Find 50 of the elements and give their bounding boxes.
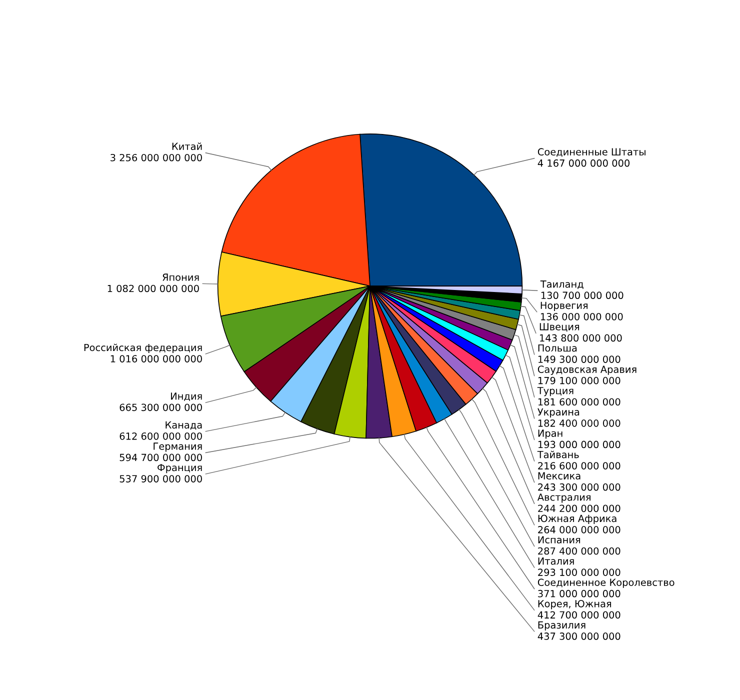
slice-label: Франция: [158, 464, 202, 474]
data-label: 293 100 000 000: [538, 568, 620, 576]
slice-label: Австралия: [537, 494, 590, 503]
data-label: 244 200 000 000: [538, 504, 620, 512]
data-label: 193 000 000 000: [538, 440, 620, 448]
data-label: 149 300 000 000: [538, 356, 620, 363]
data-label: 243 300 000 000: [538, 483, 620, 491]
slice-label: Таиланд: [540, 280, 584, 289]
slice-label: Китай: [172, 142, 202, 150]
slice-label: Корея, Южная: [538, 600, 612, 610]
slice-label: Бразилия: [538, 621, 586, 631]
slice-label: Российская федерация: [84, 344, 202, 354]
slice-label: Соединенные Штаты: [538, 148, 646, 157]
data-label: 182 400 000 000: [538, 420, 620, 427]
slice-label: Канада: [166, 421, 202, 430]
data-label: 264 000 000 000: [538, 526, 620, 534]
slice-label: Тайвань: [537, 450, 579, 458]
data-label: 143 800 000 000: [540, 334, 622, 342]
data-label: 130 700 000 000: [541, 292, 624, 300]
data-label: 1 016 000 000 000: [110, 355, 202, 362]
data-label: 287 400 000 000: [538, 547, 620, 555]
slice-label: Польша: [538, 344, 577, 352]
slice-label: Норвегия: [540, 302, 588, 311]
data-label: 216 600 000 000: [538, 462, 620, 470]
data-label: 136 000 000 000: [540, 312, 623, 320]
data-label: 537 900 000 000: [120, 475, 202, 482]
slice-label: Иран: [538, 430, 562, 439]
slice-label: Турция: [537, 387, 574, 396]
data-label: 1 082 000 000 000: [108, 284, 199, 292]
data-label: 665 300 000 000: [120, 404, 202, 412]
data-label: 179 100 000 000: [538, 376, 620, 384]
slice-label: Швеция: [540, 323, 580, 332]
slice-label: Япония: [162, 274, 199, 281]
data-label: 612 600 000 000: [120, 432, 202, 440]
slice-label: Саудовская Аравия: [538, 366, 636, 375]
data-label: 181 600 000 000: [538, 398, 620, 406]
slice-label: Испания: [538, 536, 580, 544]
data-label: 594 700 000 000: [120, 454, 202, 462]
data-label: 412 700 000 000: [538, 611, 620, 619]
slice-label: Италия: [538, 558, 574, 565]
slice-label: Мексика: [538, 472, 580, 480]
data-label: 437 300 000 000: [538, 632, 620, 640]
slice-label: Германия: [154, 442, 202, 452]
data-label: 4 167 000 000 000: [538, 159, 630, 167]
slice-label: Индия: [171, 392, 202, 402]
slice-label: Украина: [538, 408, 580, 418]
slice-label: Южная Африка: [538, 514, 616, 524]
data-label: 3 256 000 000 000: [110, 154, 202, 162]
slice-label: Соединенное Королевство: [538, 578, 674, 588]
data-label: 371 000 000 000: [538, 590, 620, 598]
